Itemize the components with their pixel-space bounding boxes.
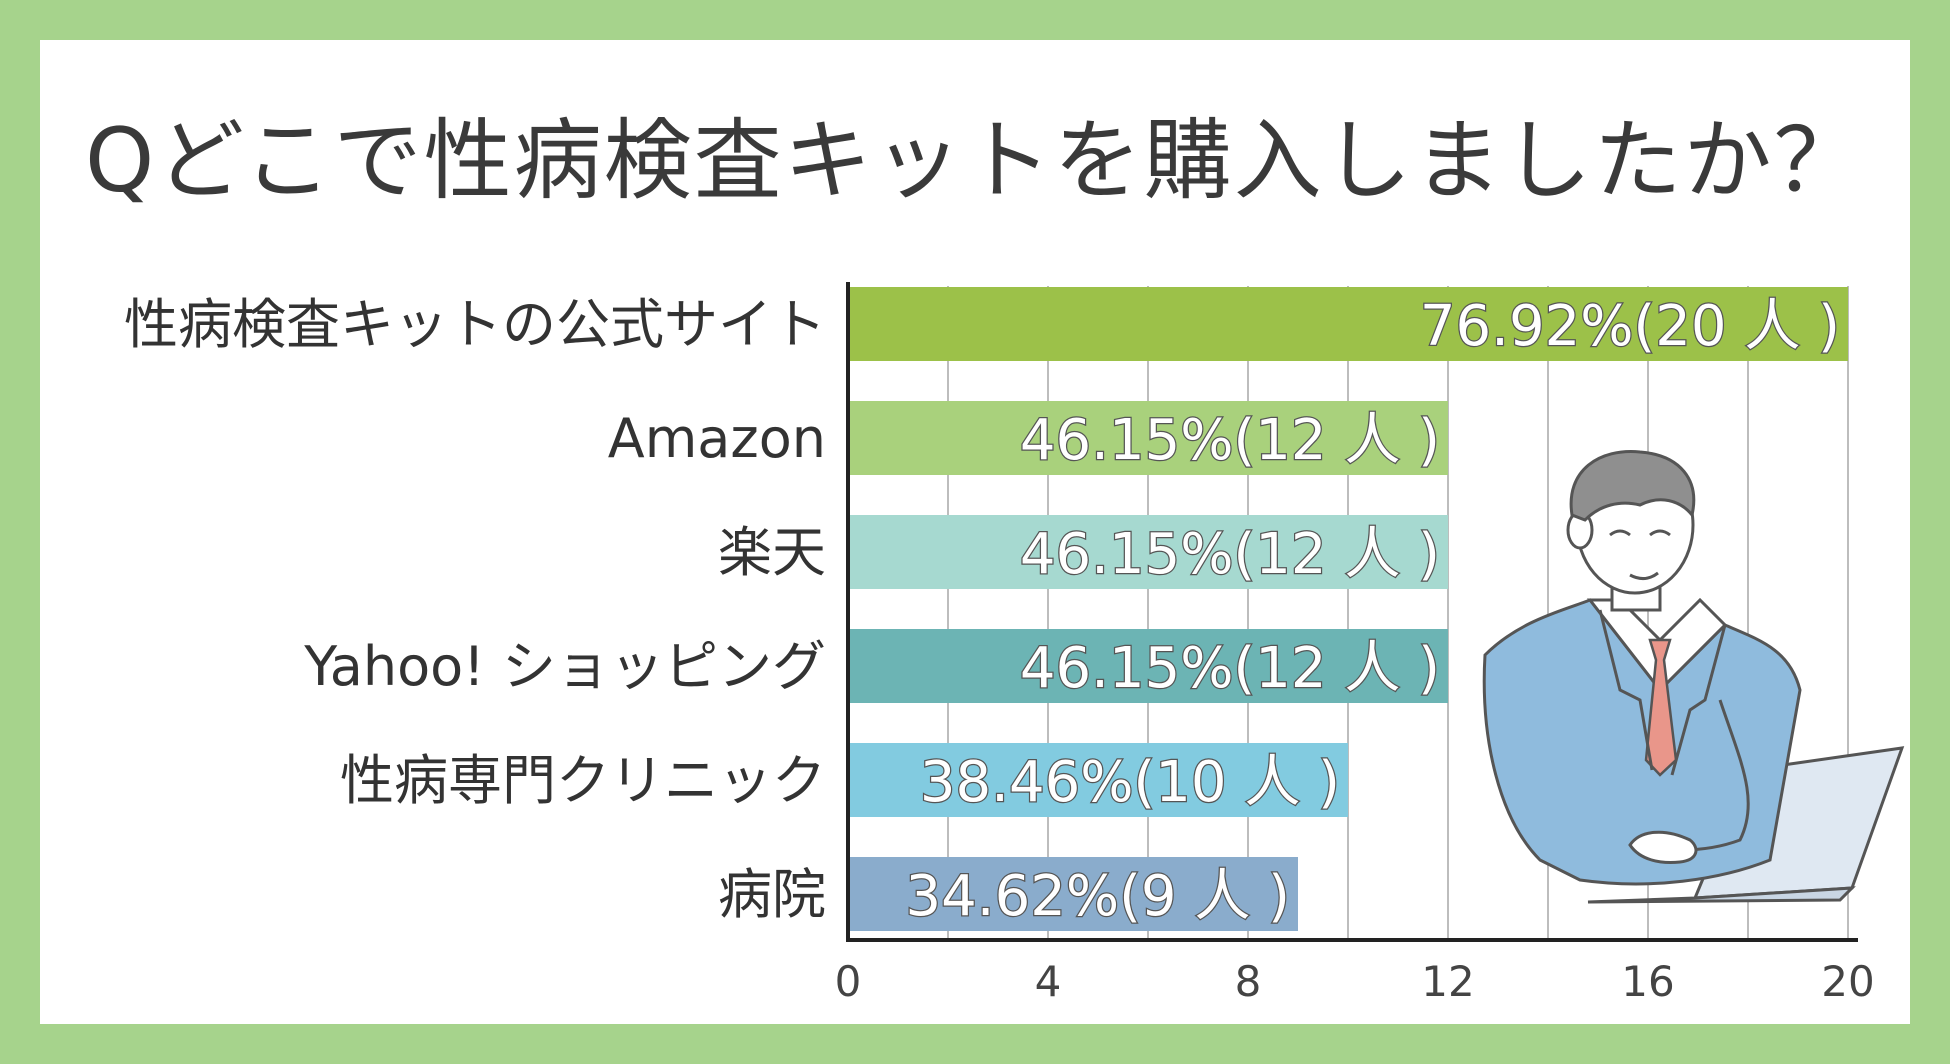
- x-tick-label: 16: [1621, 957, 1674, 1006]
- category-label: 病院: [718, 863, 826, 926]
- x-tick-label: 8: [1235, 957, 1262, 1006]
- x-tick-label: 20: [1821, 957, 1874, 1006]
- bar: [848, 287, 1848, 361]
- data-label: 38.46%(10 人 ): [920, 750, 1340, 815]
- bar: [848, 401, 1448, 475]
- data-label: 76.92%(20 人 ): [1420, 294, 1840, 359]
- x-tick-label: 12: [1421, 957, 1474, 1006]
- data-label: 34.62%(9 人 ): [906, 864, 1290, 929]
- data-labels: 性病検査キットの公式サイト 76.92%(20 人 ) Amazon 46.15%(1…: [124, 293, 1841, 931]
- axes: 0 4 8 12 16 20: [835, 282, 1875, 1006]
- businessman-laptop-illustration: [1482, 450, 1905, 904]
- x-tick-label: 4: [1035, 957, 1062, 1006]
- category-label: 性病専門クリニック: [340, 749, 826, 812]
- data-label: 46.15%(12 人 ): [1020, 522, 1440, 587]
- chart-title: Qどこで性病検査キットを購入しましたか？: [85, 109, 1864, 212]
- category-label: 楽天: [718, 521, 826, 584]
- data-label: 46.15%(12 人 ): [1020, 636, 1440, 701]
- bar: [848, 629, 1448, 703]
- x-tick-label: 0: [835, 957, 862, 1006]
- bars: [848, 287, 1848, 931]
- category-label: Amazon: [608, 407, 826, 470]
- data-label: 46.15%(12 人 ): [1020, 408, 1440, 473]
- category-label: Yahoo! ショッピング: [303, 635, 826, 698]
- bar: [848, 857, 1298, 931]
- bar: [848, 515, 1448, 589]
- category-label: 性病検査キットの公式サイト: [124, 293, 826, 356]
- bar: [848, 743, 1348, 817]
